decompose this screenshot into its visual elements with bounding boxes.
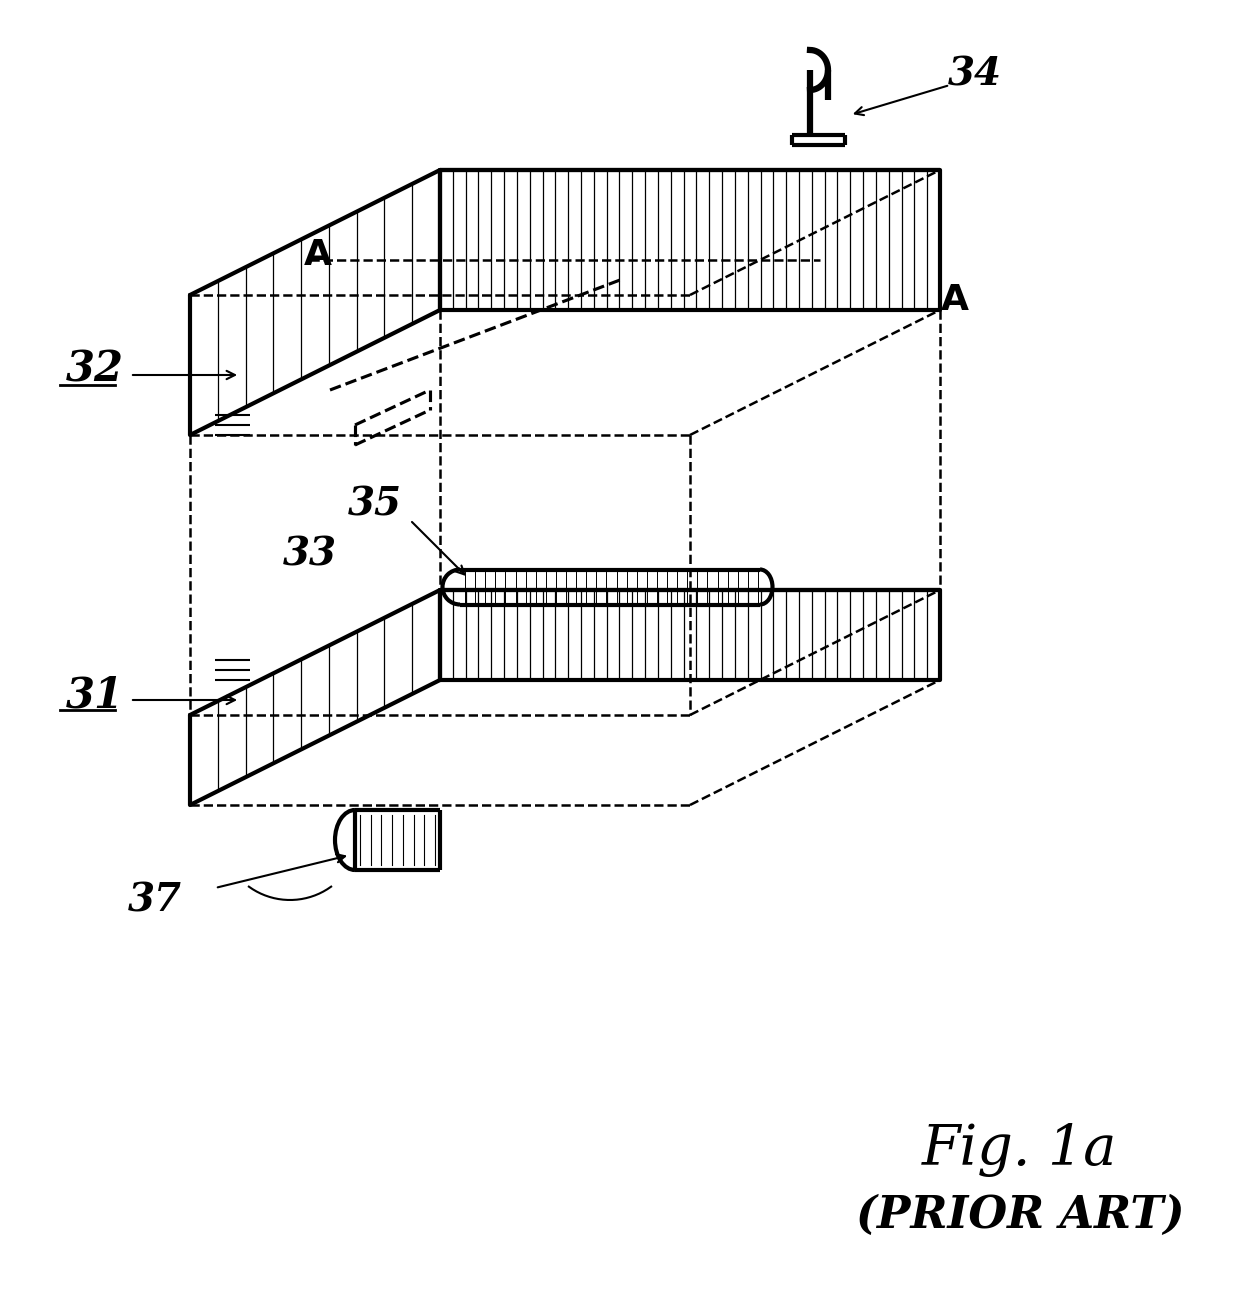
- Text: 37: 37: [128, 881, 182, 919]
- Text: 34: 34: [949, 56, 1002, 94]
- Text: 32: 32: [66, 349, 124, 391]
- Text: A: A: [941, 283, 968, 316]
- Text: Fig. 1a: Fig. 1a: [923, 1122, 1117, 1177]
- Text: 35: 35: [348, 486, 402, 523]
- Text: (PRIOR ART): (PRIOR ART): [856, 1194, 1184, 1237]
- Text: 31: 31: [66, 674, 124, 716]
- Text: A: A: [304, 238, 332, 272]
- Text: 33: 33: [283, 536, 337, 574]
